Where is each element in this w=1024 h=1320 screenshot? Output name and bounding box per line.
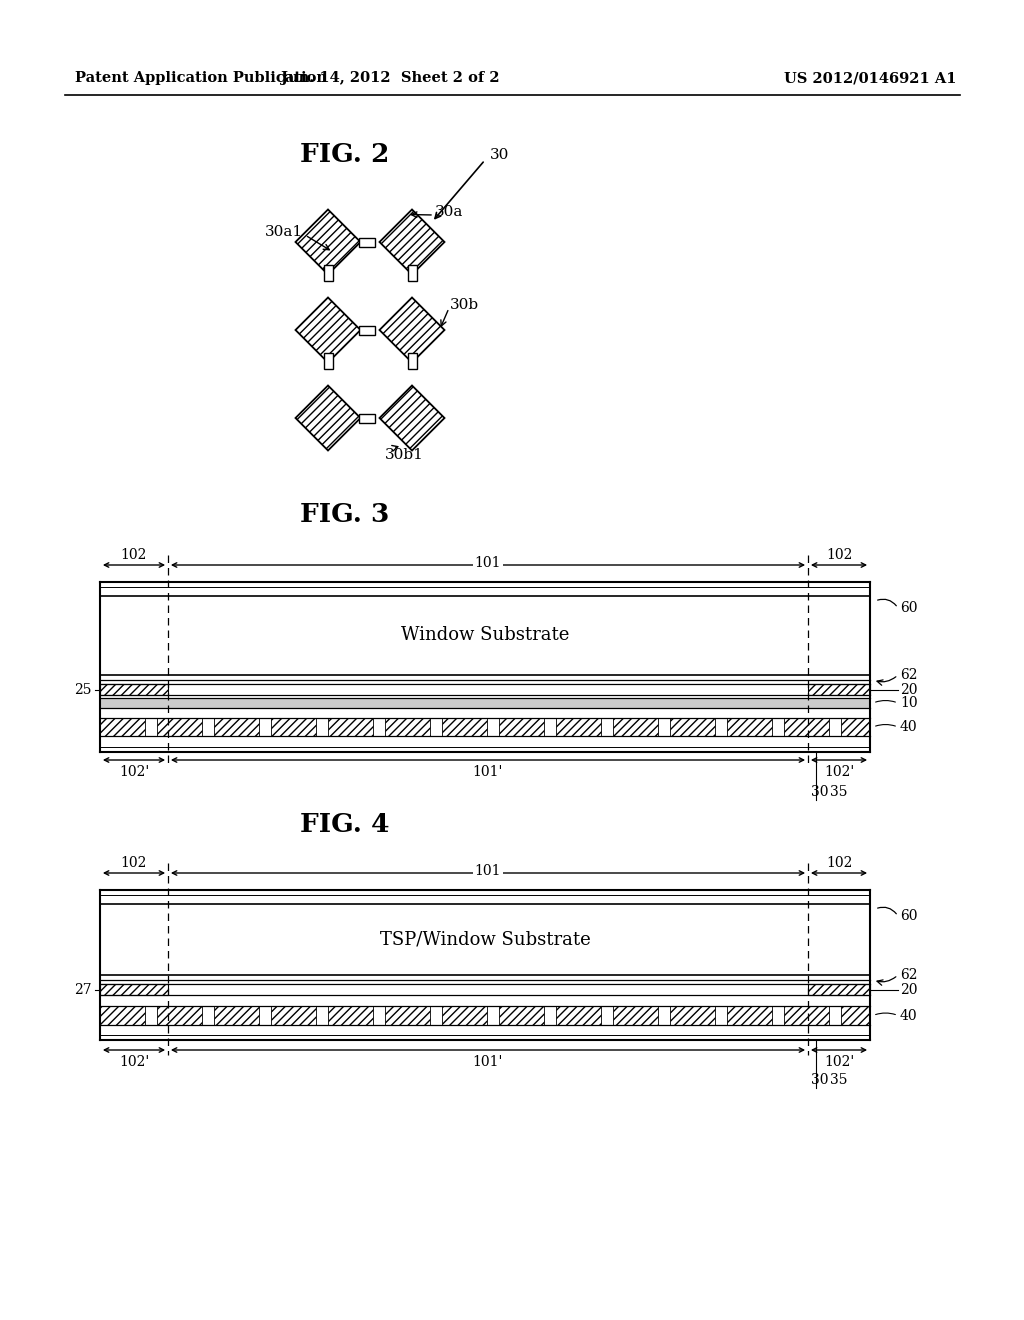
Text: 60: 60 — [900, 601, 918, 615]
Text: 40: 40 — [900, 1008, 918, 1023]
Text: 102: 102 — [825, 548, 852, 562]
Bar — [324, 352, 333, 368]
Text: Jun. 14, 2012  Sheet 2 of 2: Jun. 14, 2012 Sheet 2 of 2 — [281, 71, 500, 84]
Bar — [328, 1006, 373, 1026]
Text: 30b: 30b — [450, 298, 479, 312]
Text: 20: 20 — [900, 982, 918, 997]
Text: 25: 25 — [75, 682, 92, 697]
Bar — [841, 1006, 870, 1026]
Bar — [808, 684, 870, 696]
Bar — [100, 983, 168, 995]
Polygon shape — [296, 297, 360, 363]
Bar — [358, 238, 375, 247]
Bar — [358, 326, 375, 334]
Text: 62: 62 — [900, 668, 918, 682]
Text: 20: 20 — [900, 682, 918, 697]
Text: FIG. 2: FIG. 2 — [300, 143, 390, 168]
Polygon shape — [296, 210, 360, 275]
Bar — [499, 1006, 544, 1026]
Text: 101': 101' — [473, 766, 503, 779]
Bar — [727, 1006, 772, 1026]
Bar — [385, 1006, 430, 1026]
Bar — [784, 718, 829, 737]
Text: 102': 102' — [119, 1055, 150, 1069]
Text: 102': 102' — [824, 1055, 854, 1069]
Bar — [499, 718, 544, 737]
Bar — [358, 413, 375, 422]
Bar — [442, 1006, 487, 1026]
Bar — [841, 718, 870, 737]
Bar — [157, 1006, 202, 1026]
Text: 35: 35 — [830, 1073, 848, 1086]
Text: US 2012/0146921 A1: US 2012/0146921 A1 — [783, 71, 956, 84]
Bar — [100, 684, 168, 696]
Text: 102': 102' — [824, 766, 854, 779]
Text: 102: 102 — [121, 548, 147, 562]
Text: 10: 10 — [900, 696, 918, 710]
Bar — [408, 352, 417, 368]
Text: 30a1: 30a1 — [265, 224, 303, 239]
Text: 62: 62 — [900, 968, 918, 982]
Text: TSP/Window Substrate: TSP/Window Substrate — [380, 931, 591, 949]
Bar — [784, 1006, 829, 1026]
Polygon shape — [380, 297, 444, 363]
Bar — [408, 264, 417, 281]
Bar — [442, 718, 487, 737]
Text: 30: 30 — [490, 148, 509, 162]
Bar — [670, 718, 715, 737]
Bar — [324, 264, 333, 281]
Polygon shape — [296, 385, 360, 450]
Polygon shape — [380, 385, 444, 450]
Text: 40: 40 — [900, 719, 918, 734]
Text: 102: 102 — [825, 855, 852, 870]
Text: 60: 60 — [900, 909, 918, 923]
Text: 30a: 30a — [435, 205, 464, 219]
Bar — [100, 718, 145, 737]
Text: 30: 30 — [811, 785, 828, 799]
Text: 102: 102 — [121, 855, 147, 870]
Bar — [271, 718, 316, 737]
Text: 102': 102' — [119, 766, 150, 779]
Text: Window Substrate: Window Substrate — [400, 627, 569, 644]
Bar — [556, 1006, 601, 1026]
Text: 30b1: 30b1 — [385, 447, 424, 462]
Bar — [271, 1006, 316, 1026]
Text: Patent Application Publication: Patent Application Publication — [75, 71, 327, 84]
Text: FIG. 3: FIG. 3 — [300, 503, 390, 528]
Text: 35: 35 — [830, 785, 848, 799]
Bar — [727, 718, 772, 737]
Bar — [328, 718, 373, 737]
Text: 27: 27 — [75, 982, 92, 997]
Text: FIG. 4: FIG. 4 — [300, 813, 390, 837]
Text: 101': 101' — [473, 1055, 503, 1069]
Text: 30: 30 — [811, 1073, 828, 1086]
Bar — [613, 718, 658, 737]
Text: 101: 101 — [475, 865, 502, 878]
Bar — [100, 1006, 145, 1026]
Bar — [613, 1006, 658, 1026]
Bar — [556, 718, 601, 737]
Bar — [214, 1006, 259, 1026]
Polygon shape — [380, 210, 444, 275]
Bar — [808, 983, 870, 995]
Bar — [214, 718, 259, 737]
Bar — [157, 718, 202, 737]
Text: 101: 101 — [475, 556, 502, 570]
Bar — [385, 718, 430, 737]
Bar — [670, 1006, 715, 1026]
